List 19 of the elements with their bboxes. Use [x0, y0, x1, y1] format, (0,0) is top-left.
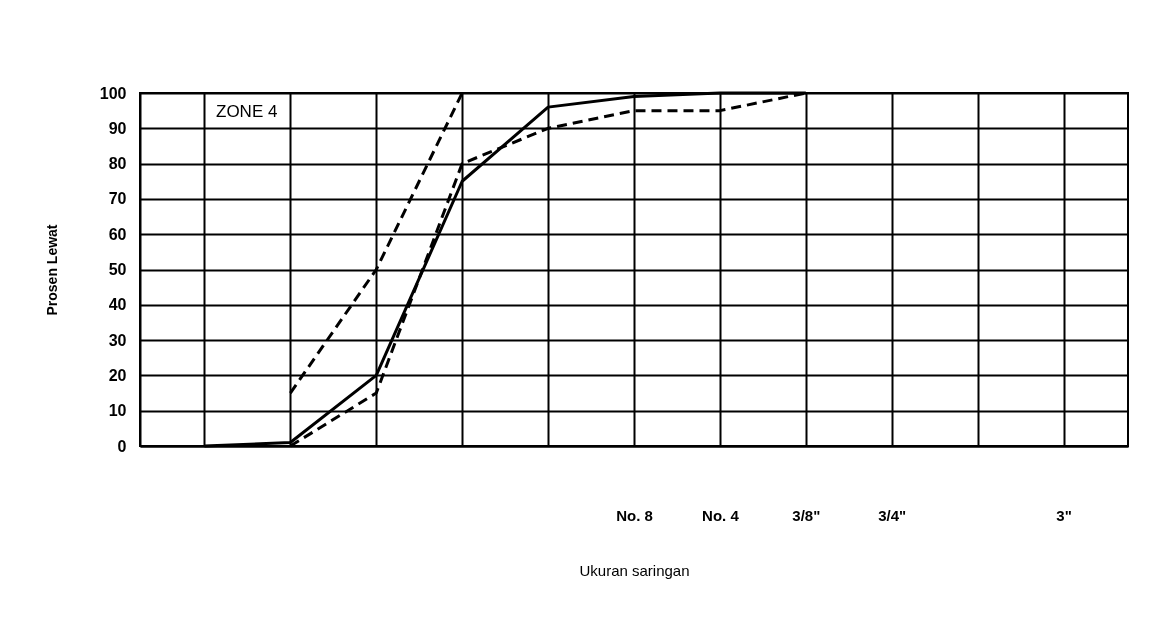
y-tick-label: 90	[108, 119, 127, 137]
y-tick-label: 80	[108, 155, 127, 173]
y-axis-title: Prosen Lewat	[43, 224, 60, 316]
y-tick-label: 10	[108, 402, 127, 420]
y-tick-label: 100	[99, 84, 127, 102]
y-tick-label: 70	[108, 190, 127, 208]
x-tick-label: 3/4"	[878, 506, 907, 524]
x-tick-label: 3/8"	[792, 506, 821, 524]
annotation: ZONE 4	[216, 102, 278, 121]
y-tick-label: 60	[108, 225, 127, 243]
y-tick-label: 50	[108, 261, 127, 278]
y-tick-label: 20	[108, 366, 127, 384]
x-tick-label: No. 8	[616, 506, 653, 524]
y-tick-label: 30	[108, 331, 127, 349]
y-tick-label: 40	[108, 296, 127, 314]
x-axis-title: Ukuran saringan	[579, 561, 690, 579]
x-tick-label: No. 4	[702, 506, 740, 524]
x-tick-label: 3"	[1056, 506, 1072, 524]
y-tick-label: 0	[117, 437, 127, 455]
